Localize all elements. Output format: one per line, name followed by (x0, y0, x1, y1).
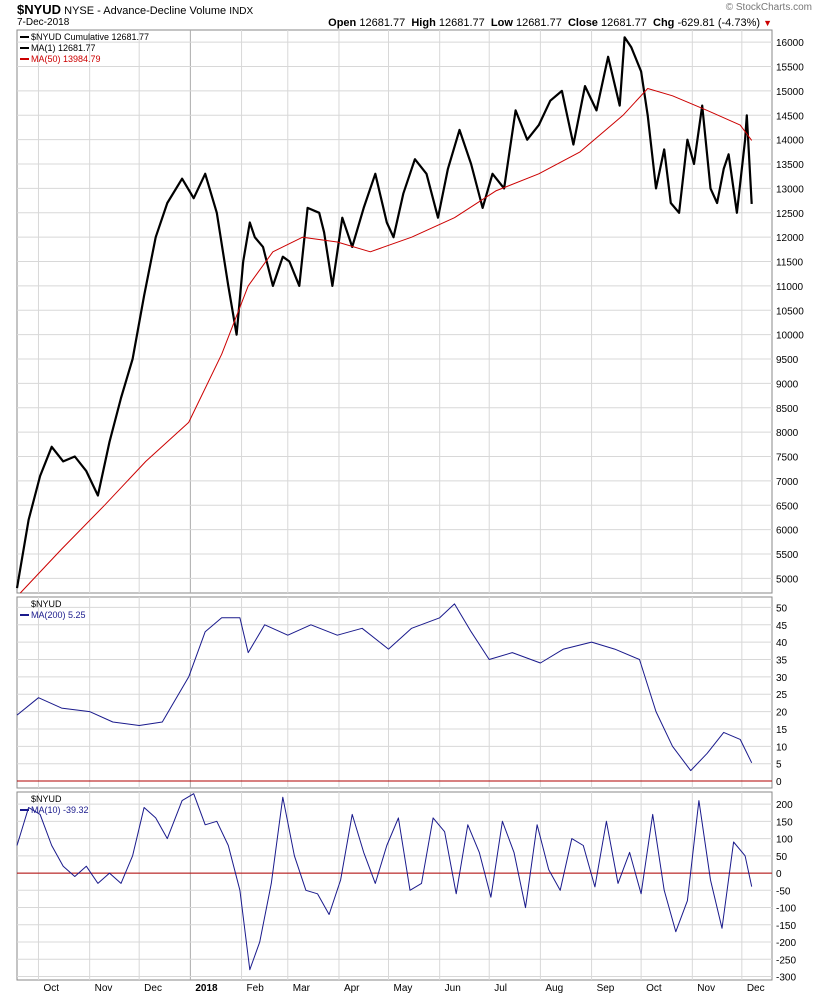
y-tick-label: -150 (776, 921, 796, 932)
x-tick-label: Apr (344, 983, 360, 994)
x-tick-label: Mar (293, 983, 311, 994)
chart-date: 7-Dec-2018 (17, 17, 70, 28)
legend-entry: MA(1) 12681.77 (31, 43, 96, 53)
low-value: 12681.77 (515, 17, 562, 29)
y-tick-label: 12500 (776, 209, 804, 220)
panel-frame (16, 596, 773, 789)
y-tick-label: 0 (776, 777, 782, 788)
y-tick-label: 9000 (776, 379, 799, 390)
x-tick-label: 2018 (195, 983, 218, 994)
legend-entry: MA(10) -39.32 (31, 805, 89, 815)
ohlc-readout: Open 12681.77 High 12681.77 Low 12681.77… (328, 17, 772, 29)
series-line (19, 88, 753, 594)
panel-bottom: -300 -250 -200 -150 -100 -50 0 50 100 150 200 $NYUD… (16, 791, 796, 994)
y-tick-label: 14500 (776, 111, 804, 122)
x-tick-label: Oct (646, 983, 662, 994)
legend-entry: MA(200) 5.25 (31, 610, 86, 620)
x-tick-label: Jun (445, 983, 461, 994)
y-tick-label: 25 (776, 690, 788, 701)
y-tick-label: 9500 (776, 355, 799, 366)
y-tick-label: 15000 (776, 87, 804, 98)
open-value: 12681.77 (359, 17, 406, 29)
y-tick-label: 45 (776, 621, 788, 632)
y-tick-label: 11000 (776, 282, 804, 293)
copyright-notice: © StockCharts.com (725, 2, 812, 13)
y-tick-label: 200 (776, 800, 793, 811)
change-value: -629.81 (-4.73%) (677, 17, 761, 29)
panel-frame (16, 29, 773, 594)
y-tick-label: 50 (776, 603, 788, 614)
y-tick-label: 7000 (776, 477, 799, 488)
legend-entry: $NYUD (31, 794, 62, 804)
y-tick-label: 11500 (776, 258, 804, 269)
y-tick-label: 12000 (776, 233, 804, 244)
y-tick-label: 15500 (776, 63, 804, 74)
y-tick-label: 5000 (776, 574, 799, 585)
instrument-type: INDX (229, 6, 254, 17)
panel-main: 5000 5500 6000 6500 7000 7500 8000 8500 9000 9500… (15, 29, 804, 607)
open-label: Open (328, 17, 357, 29)
high-value: 12681.77 (438, 17, 485, 29)
y-tick-label: 5500 (776, 550, 799, 561)
y-tick-label: 16000 (776, 38, 804, 49)
symbol-label: $NYUD (17, 2, 62, 17)
y-tick-label: 8500 (776, 404, 799, 415)
y-tick-label: 7500 (776, 453, 799, 464)
x-tick-label: Dec (144, 983, 162, 994)
y-tick-label: -200 (776, 938, 796, 949)
high-label: High (411, 17, 436, 29)
y-tick-label: 30 (776, 673, 788, 684)
y-tick-label: 13500 (776, 160, 804, 171)
series-line (16, 793, 753, 971)
y-tick-label: 10 (776, 742, 788, 753)
x-tick-label: Sep (597, 983, 615, 994)
y-tick-label: 15 (776, 725, 788, 736)
y-tick-label: 0 (776, 869, 782, 880)
y-tick-label: 10500 (776, 306, 804, 317)
y-tick-label: 6000 (776, 526, 799, 537)
y-tick-label: 150 (776, 817, 793, 828)
x-tick-label: May (394, 983, 413, 994)
x-tick-label: Jul (494, 983, 507, 994)
legend-entry: $NYUD (31, 599, 62, 609)
y-tick-label: 10000 (776, 331, 804, 342)
x-tick-label: Dec (747, 983, 765, 994)
y-tick-label: 40 (776, 638, 788, 649)
x-tick-label: Nov (95, 983, 113, 994)
x-tick-label: Feb (247, 983, 265, 994)
series-line (16, 603, 753, 772)
legend-entry: MA(50) 13984.79 (31, 54, 101, 64)
close-label: Close (567, 17, 598, 29)
y-tick-label: 100 (776, 835, 793, 846)
close-value: 12681.77 (601, 17, 647, 29)
change-label: Chg (653, 17, 675, 29)
y-tick-label: 6500 (776, 501, 799, 512)
y-tick-label: -250 (776, 955, 796, 966)
legend-entry: $NYUD Cumulative 12681.77 (31, 32, 149, 42)
y-tick-label: 14000 (776, 136, 804, 147)
series-line (15, 36, 753, 589)
y-tick-label: 8000 (776, 428, 799, 439)
y-tick-label: -100 (776, 904, 796, 915)
y-tick-label: 35 (776, 656, 788, 667)
y-tick-label: -300 (776, 973, 796, 984)
y-tick-label: -50 (776, 886, 791, 897)
low-label: Low (490, 17, 513, 29)
y-tick-label: 5 (776, 760, 782, 771)
x-tick-label: Oct (43, 983, 59, 994)
exchange-description: NYSE - Advance-Decline Volume (64, 5, 227, 17)
x-tick-label: Aug (545, 983, 563, 994)
y-tick-label: 13000 (776, 184, 804, 195)
x-tick-label: Nov (697, 983, 715, 994)
down-arrow-icon: ▼ (763, 18, 772, 28)
panel-frame (16, 791, 773, 981)
chart-header: $NYUD NYSE - Advance-Decline Volume INDX (17, 2, 253, 17)
y-tick-label: 50 (776, 852, 788, 863)
y-tick-label: 20 (776, 708, 788, 719)
